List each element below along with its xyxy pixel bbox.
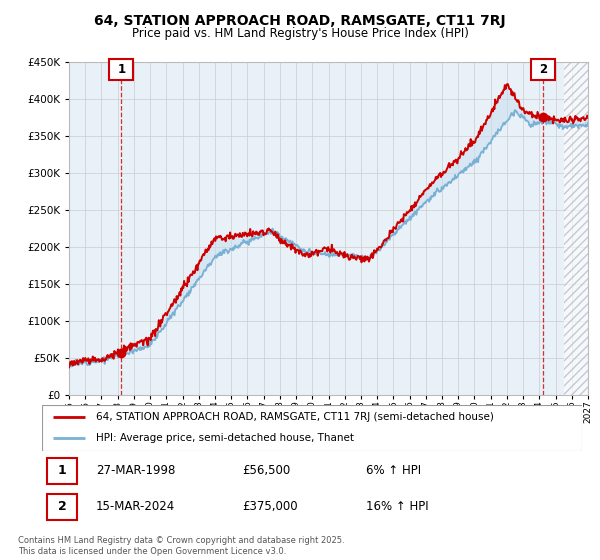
Text: Contains HM Land Registry data © Crown copyright and database right 2025.
This d: Contains HM Land Registry data © Crown c… (18, 536, 344, 556)
Text: 16% ↑ HPI: 16% ↑ HPI (366, 500, 428, 513)
Text: 1: 1 (118, 63, 125, 76)
Text: 64, STATION APPROACH ROAD, RAMSGATE, CT11 7RJ: 64, STATION APPROACH ROAD, RAMSGATE, CT1… (94, 14, 506, 28)
FancyBboxPatch shape (42, 405, 582, 451)
Text: £375,000: £375,000 (242, 500, 298, 513)
Text: 64, STATION APPROACH ROAD, RAMSGATE, CT11 7RJ (semi-detached house): 64, STATION APPROACH ROAD, RAMSGATE, CT1… (96, 412, 494, 422)
Text: Price paid vs. HM Land Registry's House Price Index (HPI): Price paid vs. HM Land Registry's House … (131, 27, 469, 40)
Text: £56,500: £56,500 (242, 464, 290, 478)
Text: 27-MAR-1998: 27-MAR-1998 (96, 464, 175, 478)
FancyBboxPatch shape (47, 458, 77, 484)
Text: 2: 2 (539, 63, 547, 76)
FancyBboxPatch shape (47, 493, 77, 520)
Text: 2: 2 (58, 500, 67, 513)
Text: 15-MAR-2024: 15-MAR-2024 (96, 500, 175, 513)
Text: 1: 1 (58, 464, 67, 478)
Text: HPI: Average price, semi-detached house, Thanet: HPI: Average price, semi-detached house,… (96, 433, 354, 444)
Text: 6% ↑ HPI: 6% ↑ HPI (366, 464, 421, 478)
